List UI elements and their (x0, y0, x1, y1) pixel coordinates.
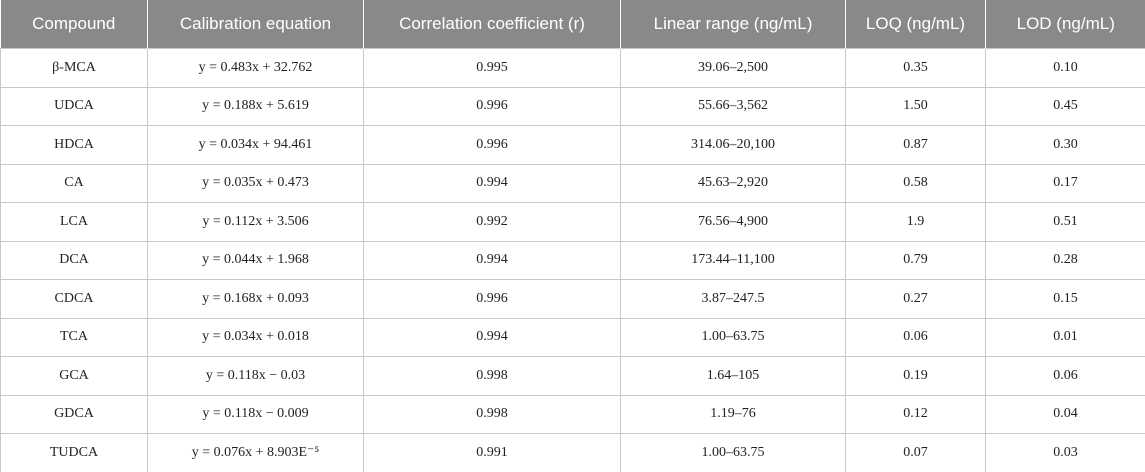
table-body: β-MCA y = 0.483x + 32.762 0.995 39.06–2,500… (0, 48, 1145, 472)
table-cell: 39.06–2,500 (620, 48, 846, 88)
table-cell: 0.10 (985, 48, 1145, 88)
table-cell: y = 0.118x − 0.009 (147, 394, 364, 434)
table-cell: 1.00–63.75 (620, 433, 846, 472)
table-cell: TUDCA (0, 433, 148, 472)
table-cell: GDCA (0, 394, 148, 434)
table-cell: 1.9 (845, 202, 986, 242)
table-cell: 45.63–2,920 (620, 163, 846, 203)
table-cell: y = 0.112x + 3.506 (147, 202, 364, 242)
table-cell: 0.996 (363, 86, 621, 126)
table-cell: 0.79 (845, 240, 986, 280)
table-cell: 0.58 (845, 163, 986, 203)
table-cell: DCA (0, 240, 148, 280)
table-cell: 76.56–4,900 (620, 202, 846, 242)
table-row: HDCA y = 0.034x + 94.461 0.996 314.06–20,10… (0, 125, 1145, 165)
table-cell: TCA (0, 317, 148, 357)
table-cell: 0.03 (985, 433, 1145, 472)
table-cell: 0.30 (985, 125, 1145, 165)
table-cell: 1.19–76 (620, 394, 846, 434)
table-cell: CDCA (0, 279, 148, 319)
table-cell: CA (0, 163, 148, 203)
header-cell: Linear range (ng/mL) (620, 0, 846, 49)
header-cell: LOQ (ng/mL) (845, 0, 986, 49)
table-row: CA y = 0.035x + 0.473 0.994 45.63–2,920 0.58… (0, 163, 1145, 203)
header-cell: Correlation coefficient (r) (363, 0, 621, 49)
table-row: LCA y = 0.112x + 3.506 0.992 76.56–4,900 1.9… (0, 202, 1145, 242)
table-cell: 0.17 (985, 163, 1145, 203)
table-row: UDCA y = 0.188x + 5.619 0.996 55.66–3,562 1.… (0, 86, 1145, 126)
table-cell: 3.87–247.5 (620, 279, 846, 319)
table-cell: 0.19 (845, 356, 986, 396)
table-cell: UDCA (0, 86, 148, 126)
table-cell: GCA (0, 356, 148, 396)
table-cell: y = 0.483x + 32.762 (147, 48, 364, 88)
table-cell: 1.64–105 (620, 356, 846, 396)
header-row: Compound Calibration equation Correlation … (0, 0, 1145, 49)
table-cell: β-MCA (0, 48, 148, 88)
table-cell: 0.06 (845, 317, 986, 357)
table-cell: 0.06 (985, 356, 1145, 396)
table-cell: 0.07 (845, 433, 986, 472)
table-cell: 314.06–20,100 (620, 125, 846, 165)
table-cell: 55.66–3,562 (620, 86, 846, 126)
header-cell: Compound (0, 0, 148, 49)
table-cell: y = 0.188x + 5.619 (147, 86, 364, 126)
table-cell: 0.998 (363, 356, 621, 396)
table-cell: 1.00–63.75 (620, 317, 846, 357)
table-cell: y = 0.034x + 0.018 (147, 317, 364, 357)
table-cell: 0.51 (985, 202, 1145, 242)
table-cell: 0.998 (363, 394, 621, 434)
table-row: GDCA y = 0.118x − 0.009 0.998 1.19–76 0.12 0.… (0, 394, 1145, 434)
table-row: CDCA y = 0.168x + 0.093 0.996 3.87–247.5 0.2… (0, 279, 1145, 319)
table-cell: HDCA (0, 125, 148, 165)
table-row: TCA y = 0.034x + 0.018 0.994 1.00–63.75 0.06… (0, 317, 1145, 357)
table-cell: 0.04 (985, 394, 1145, 434)
table-cell: 0.994 (363, 317, 621, 357)
table-cell: 173.44–11,100 (620, 240, 846, 280)
table-cell: 0.15 (985, 279, 1145, 319)
table-cell: 0.994 (363, 163, 621, 203)
table-cell: 1.50 (845, 86, 986, 126)
table-cell: 0.35 (845, 48, 986, 88)
table-cell: 0.992 (363, 202, 621, 242)
table-cell: LCA (0, 202, 148, 242)
table-cell: 0.995 (363, 48, 621, 88)
table-cell: 0.45 (985, 86, 1145, 126)
table-cell: 0.28 (985, 240, 1145, 280)
table-row: TUDCA y = 0.076x + 8.903E⁻⁵ 0.991 1.00–63.7… (0, 433, 1145, 472)
table-row: DCA y = 0.044x + 1.968 0.994 173.44–11,100 0… (0, 240, 1145, 280)
table-cell: 0.996 (363, 125, 621, 165)
table-cell: y = 0.076x + 8.903E⁻⁵ (147, 433, 364, 472)
table-row: β-MCA y = 0.483x + 32.762 0.995 39.06–2,500… (0, 48, 1145, 88)
table-cell: 0.27 (845, 279, 986, 319)
table-cell: 0.87 (845, 125, 986, 165)
table-cell: y = 0.168x + 0.093 (147, 279, 364, 319)
table-cell: 0.994 (363, 240, 621, 280)
header-cell: Calibration equation (147, 0, 364, 49)
table-cell: y = 0.044x + 1.968 (147, 240, 364, 280)
table-row: GCA y = 0.118x − 0.03 0.998 1.64–105 0.19 0.0… (0, 356, 1145, 396)
table-cell: y = 0.035x + 0.473 (147, 163, 364, 203)
table-cell: y = 0.118x − 0.03 (147, 356, 364, 396)
table-cell: 0.991 (363, 433, 621, 472)
table-cell: 0.12 (845, 394, 986, 434)
header-cell: LOD (ng/mL) (985, 0, 1145, 49)
table-cell: 0.01 (985, 317, 1145, 357)
table-cell: y = 0.034x + 94.461 (147, 125, 364, 165)
table-cell: 0.996 (363, 279, 621, 319)
